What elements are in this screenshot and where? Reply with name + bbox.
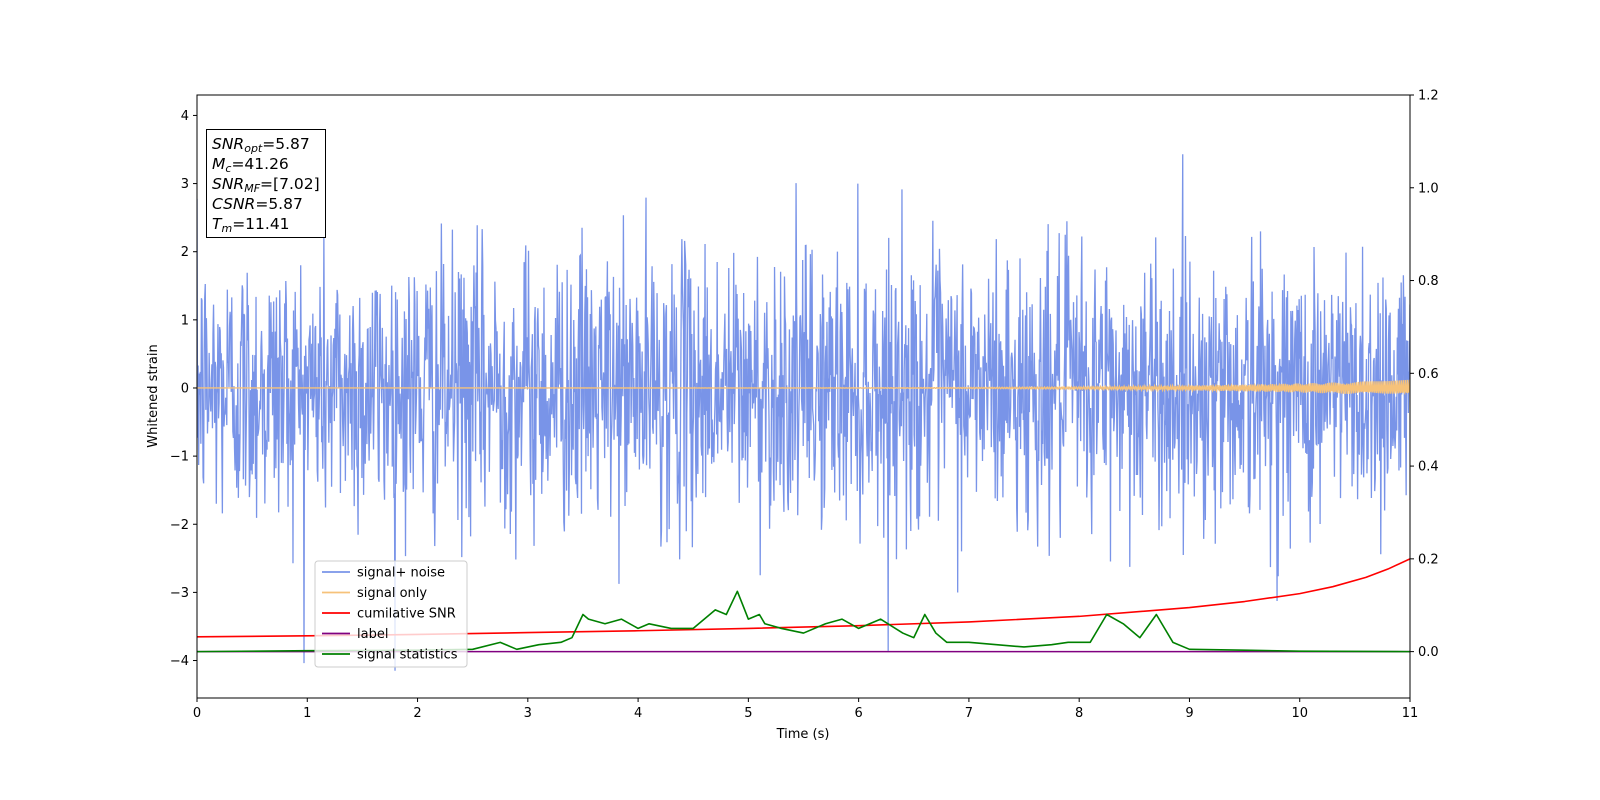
legend-label: signal+ noise	[357, 566, 445, 581]
annotation-line-csnr: CSNR=5.87	[212, 195, 303, 213]
x-tick-label: 4	[634, 706, 642, 721]
x-tick-label: 1	[303, 706, 311, 721]
y-right-tick-label: 0.4	[1418, 460, 1439, 475]
y-left-tick-label: −1	[170, 450, 189, 465]
y-right-tick-label: 1.2	[1418, 89, 1439, 104]
legend-box	[314, 560, 468, 668]
y-left-tick-label: −3	[170, 586, 189, 601]
y-axis-left: 4 3 2 1 0 −1 −2 −3 −4	[170, 109, 197, 669]
legend-label: signal statistics	[357, 648, 458, 663]
signal-noise-series	[197, 154, 1410, 671]
y-axis-label: Whitened strain	[146, 344, 161, 447]
x-tick-label: 11	[1402, 706, 1419, 721]
plot-frame	[196, 94, 1411, 699]
legend-label: label	[357, 627, 388, 642]
legend-label: signal only	[357, 586, 427, 601]
y-right-tick-label: 0.2	[1418, 552, 1439, 567]
signal-statistics-line	[197, 590, 1410, 653]
legend-label: cumilative SNR	[357, 607, 456, 622]
x-axis-label: Time (s)	[776, 727, 830, 742]
y-left-tick-label: 2	[181, 245, 189, 260]
annotation-line-tm: Tm=11.41	[212, 215, 290, 235]
signal-only-series	[197, 379, 1410, 396]
x-tick-label: 8	[1075, 706, 1083, 721]
annotation-box: SNRopt=5.87 Mc=41.26 SNRMF=[7.02] CSNR=5…	[206, 129, 326, 238]
x-tick-label: 10	[1291, 706, 1308, 721]
x-tick-label: 6	[854, 706, 862, 721]
y-right-tick-label: 0.8	[1418, 274, 1439, 289]
annotation-line-snr-mf: SNRMF=[7.02]	[212, 175, 320, 195]
annotation-line-mc: Mc=41.26	[212, 155, 289, 175]
y-left-tick-label: 1	[181, 313, 189, 328]
x-tick-label: 5	[744, 706, 752, 721]
y-right-tick-label: 0.6	[1418, 367, 1439, 382]
x-tick-label: 2	[413, 706, 421, 721]
legend: signal+ noise signal only cumilative SNR la…	[314, 560, 468, 668]
cumulative-snr-line	[197, 558, 1410, 638]
x-tick-label: 0	[193, 706, 201, 721]
y-left-tick-label: −2	[170, 518, 189, 533]
y-left-tick-label: 4	[181, 109, 189, 124]
signal-noise-line	[197, 154, 1410, 671]
y-axis-right: 1.2 1.0 0.8 0.6 0.4 0.2 0.0	[1410, 89, 1439, 660]
y-left-tick-label: 0	[181, 381, 189, 396]
annotation-line-snr-opt: SNRopt=5.87	[212, 135, 310, 155]
y-right-tick-label: 1.0	[1418, 181, 1439, 196]
y-left-tick-label: 3	[181, 177, 189, 192]
x-tick-label: 7	[965, 706, 973, 721]
x-tick-label: 9	[1185, 706, 1193, 721]
x-axis: 0 1 2 3 4 5 6 7 8 9 10 11	[193, 698, 1418, 721]
x-tick-label: 3	[524, 706, 532, 721]
y-right-tick-label: 0.0	[1418, 645, 1439, 660]
y-left-tick-label: −4	[170, 654, 189, 669]
signal-only-line	[197, 379, 1410, 396]
